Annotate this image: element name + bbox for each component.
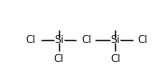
Text: Cl: Cl <box>110 54 121 64</box>
Text: Cl: Cl <box>53 54 64 64</box>
Text: Si: Si <box>54 35 64 45</box>
Text: Cl: Cl <box>26 35 36 45</box>
Text: Cl: Cl <box>81 35 92 45</box>
Text: Cl: Cl <box>138 35 148 45</box>
Text: Si: Si <box>111 35 120 45</box>
